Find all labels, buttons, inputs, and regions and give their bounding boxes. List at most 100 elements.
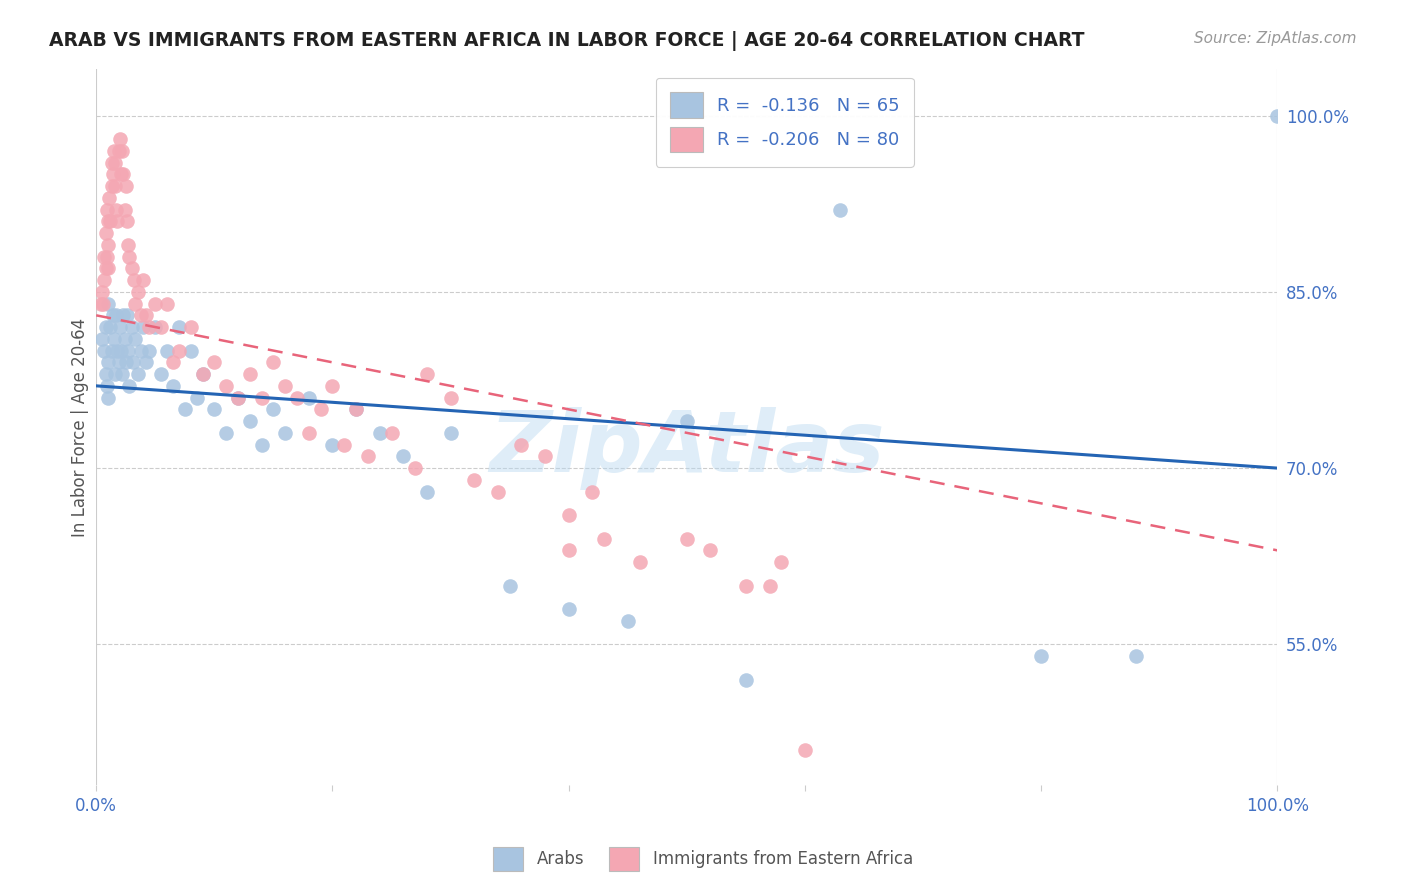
Point bbox=[758, 579, 780, 593]
Point bbox=[91, 332, 114, 346]
Point bbox=[97, 391, 120, 405]
Point bbox=[143, 296, 166, 310]
Point bbox=[215, 379, 238, 393]
Point bbox=[94, 226, 117, 240]
Point bbox=[202, 355, 225, 369]
Point bbox=[794, 743, 817, 757]
Point bbox=[111, 144, 134, 158]
Point bbox=[557, 602, 579, 616]
Point bbox=[93, 250, 115, 264]
Point bbox=[101, 167, 124, 181]
Point bbox=[676, 414, 699, 428]
Point bbox=[298, 425, 321, 440]
Point bbox=[121, 355, 143, 369]
Point bbox=[94, 320, 117, 334]
Point bbox=[333, 437, 356, 451]
Point bbox=[101, 309, 124, 323]
Point bbox=[368, 425, 391, 440]
Point bbox=[127, 367, 149, 381]
Point bbox=[107, 214, 129, 228]
Point bbox=[91, 296, 114, 310]
Point bbox=[180, 320, 202, 334]
Point bbox=[132, 273, 155, 287]
Point bbox=[121, 320, 143, 334]
Point bbox=[104, 367, 127, 381]
Point bbox=[105, 202, 128, 217]
Y-axis label: In Labor Force | Age 20-64: In Labor Force | Age 20-64 bbox=[72, 318, 89, 537]
Point bbox=[439, 391, 461, 405]
Point bbox=[94, 261, 117, 276]
Point bbox=[180, 343, 202, 358]
Point bbox=[239, 414, 262, 428]
Point bbox=[1031, 649, 1053, 664]
Point bbox=[593, 532, 616, 546]
Point bbox=[510, 437, 533, 451]
Point bbox=[127, 285, 149, 299]
Point bbox=[115, 214, 138, 228]
Point bbox=[581, 484, 603, 499]
Point bbox=[156, 296, 179, 310]
Legend: R =  -0.136   N = 65, R =  -0.206   N = 80: R = -0.136 N = 65, R = -0.206 N = 80 bbox=[655, 78, 914, 167]
Point bbox=[534, 450, 557, 464]
Point bbox=[557, 543, 579, 558]
Point bbox=[1125, 649, 1147, 664]
Point bbox=[463, 473, 485, 487]
Text: ZipAtlas: ZipAtlas bbox=[489, 407, 884, 490]
Point bbox=[138, 320, 160, 334]
Legend: Arabs, Immigrants from Eastern Africa: Arabs, Immigrants from Eastern Africa bbox=[485, 839, 921, 880]
Point bbox=[321, 437, 343, 451]
Point bbox=[91, 285, 114, 299]
Point bbox=[100, 155, 122, 169]
Point bbox=[105, 309, 128, 323]
Point bbox=[107, 144, 129, 158]
Point bbox=[90, 296, 112, 310]
Point bbox=[735, 673, 758, 687]
Point bbox=[115, 309, 138, 323]
Point bbox=[162, 379, 184, 393]
Point bbox=[97, 355, 120, 369]
Point bbox=[735, 579, 758, 593]
Point bbox=[770, 555, 793, 569]
Point bbox=[135, 309, 157, 323]
Point bbox=[97, 296, 120, 310]
Point bbox=[114, 355, 136, 369]
Point bbox=[699, 543, 721, 558]
Point bbox=[114, 332, 136, 346]
Point bbox=[138, 343, 160, 358]
Point bbox=[110, 343, 132, 358]
Point bbox=[112, 167, 135, 181]
Point bbox=[1267, 109, 1289, 123]
Point bbox=[298, 391, 321, 405]
Point bbox=[97, 214, 120, 228]
Point bbox=[104, 179, 127, 194]
Point bbox=[167, 343, 190, 358]
Point bbox=[274, 379, 297, 393]
Point bbox=[100, 214, 122, 228]
Point bbox=[96, 202, 118, 217]
Point bbox=[416, 484, 439, 499]
Point bbox=[107, 343, 129, 358]
Point bbox=[262, 402, 284, 417]
Point bbox=[122, 273, 145, 287]
Point bbox=[344, 402, 367, 417]
Point bbox=[121, 261, 143, 276]
Point bbox=[114, 179, 136, 194]
Point bbox=[100, 320, 122, 334]
Point bbox=[191, 367, 214, 381]
Point bbox=[108, 132, 131, 146]
Point bbox=[439, 425, 461, 440]
Point bbox=[226, 391, 249, 405]
Point bbox=[498, 579, 520, 593]
Point bbox=[830, 202, 852, 217]
Point bbox=[486, 484, 509, 499]
Point bbox=[191, 367, 214, 381]
Point bbox=[321, 379, 343, 393]
Point bbox=[676, 532, 699, 546]
Point bbox=[250, 391, 273, 405]
Point bbox=[132, 320, 155, 334]
Point bbox=[110, 167, 132, 181]
Point bbox=[557, 508, 579, 523]
Point bbox=[93, 273, 115, 287]
Point bbox=[124, 332, 146, 346]
Point bbox=[129, 343, 152, 358]
